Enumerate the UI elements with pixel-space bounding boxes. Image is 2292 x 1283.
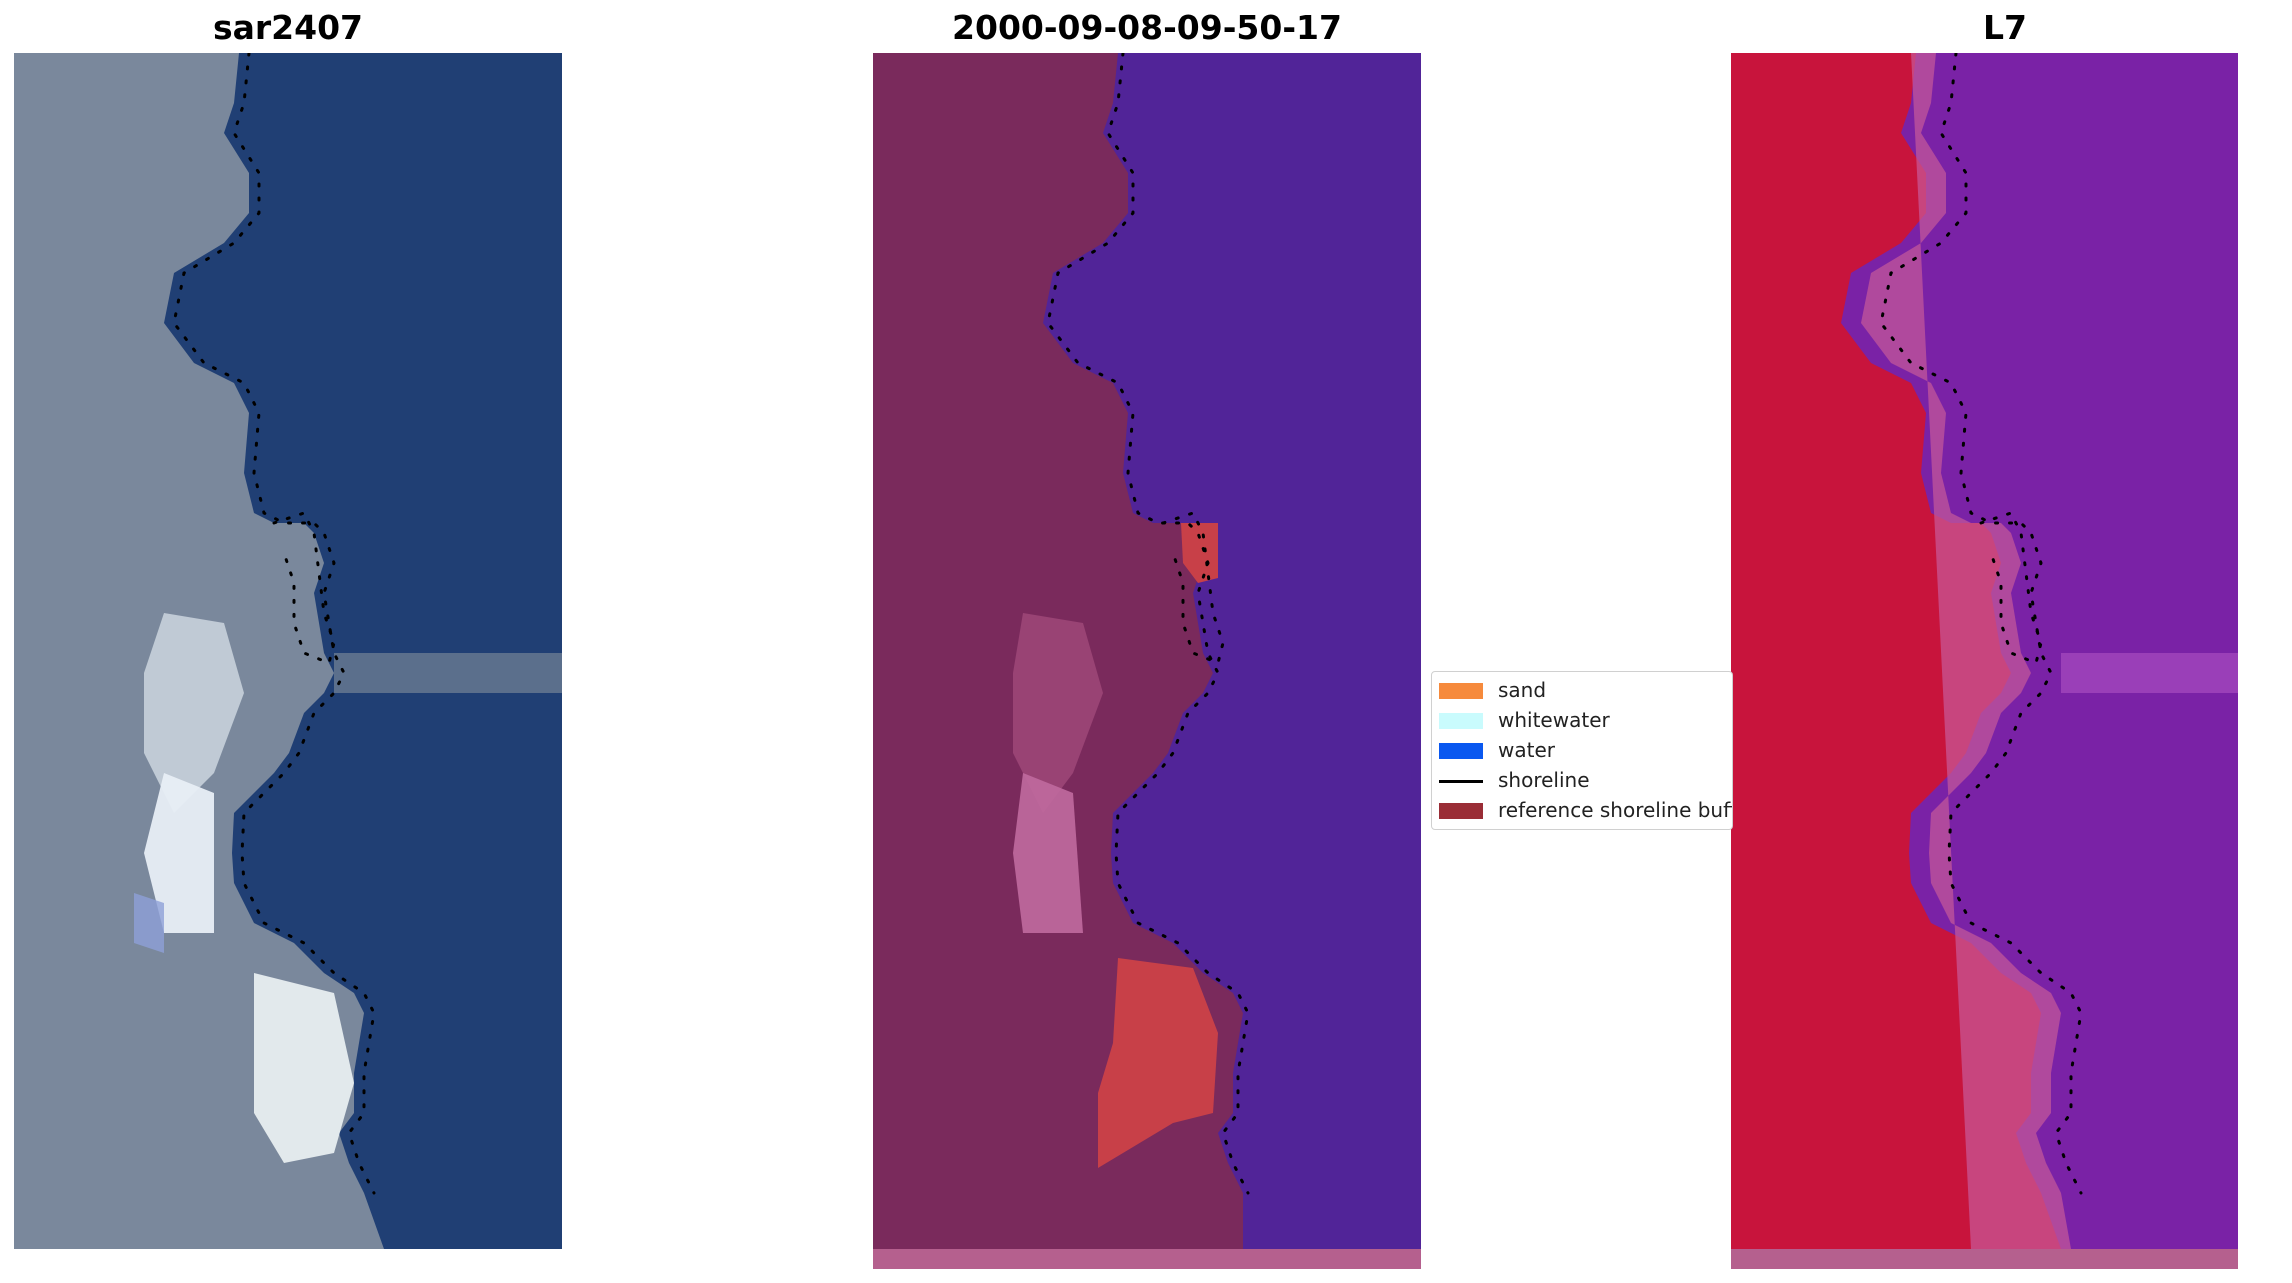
shoreline [1879, 53, 2083, 1195]
legend-label: whitewater [1498, 708, 1610, 732]
pier [334, 653, 562, 693]
panel-title: sar2407 [212, 8, 364, 47]
classification-raster [873, 53, 1421, 1269]
land-highlight [1013, 613, 1103, 813]
pier [2061, 653, 2238, 693]
water-patch [134, 893, 164, 953]
bottom-strip [873, 1249, 1421, 1269]
sand-patch [1098, 958, 1218, 1168]
reference-buffer-swatch [1439, 803, 1483, 819]
index-image [1731, 53, 2279, 1269]
sand-swatch [1439, 683, 1483, 699]
shoreline-line [1439, 780, 1483, 783]
shoreline [1046, 53, 1250, 1195]
rgb-image [14, 53, 562, 1249]
whitewater-swatch [1439, 713, 1483, 729]
sand-patch [144, 613, 244, 813]
water-swatch [1439, 743, 1483, 759]
panel-index: L7 [1731, 0, 2279, 1283]
legend-item-sand: sand [1432, 675, 1732, 705]
legend-item-reference-buffer: reference shoreline buffer [1432, 795, 1733, 825]
panel-rgb: sar2407 [14, 0, 562, 1283]
legend-label: reference shoreline buffer [1498, 798, 1733, 822]
land-highlight [1013, 773, 1083, 933]
transition-band [1861, 53, 2071, 1249]
panel-title: L7 [1983, 8, 2027, 47]
index-raster [1731, 53, 2238, 1269]
bottom-strip [1731, 1249, 2238, 1269]
land-area [1731, 53, 2061, 1249]
legend-label: water [1498, 738, 1555, 762]
sand-patch [1181, 523, 1218, 583]
legend-label: shoreline [1498, 768, 1590, 792]
legend-label: sand [1498, 678, 1547, 702]
panel-classification: 2000-09-08-09-50-17 [873, 0, 1421, 1283]
legend-item-water: water [1432, 735, 1732, 765]
legend-item-shoreline: shoreline [1432, 765, 1732, 795]
classification-image [873, 53, 1421, 1269]
sand-patch [144, 773, 214, 933]
legend-item-whitewater: whitewater [1432, 705, 1732, 735]
panel-title: 2000-09-08-09-50-17 [952, 8, 1342, 47]
shoreline [172, 53, 376, 1195]
legend: sand whitewater water shoreline referenc… [1431, 671, 1733, 830]
rgb-raster [14, 53, 562, 1249]
sand-patch [254, 973, 354, 1163]
